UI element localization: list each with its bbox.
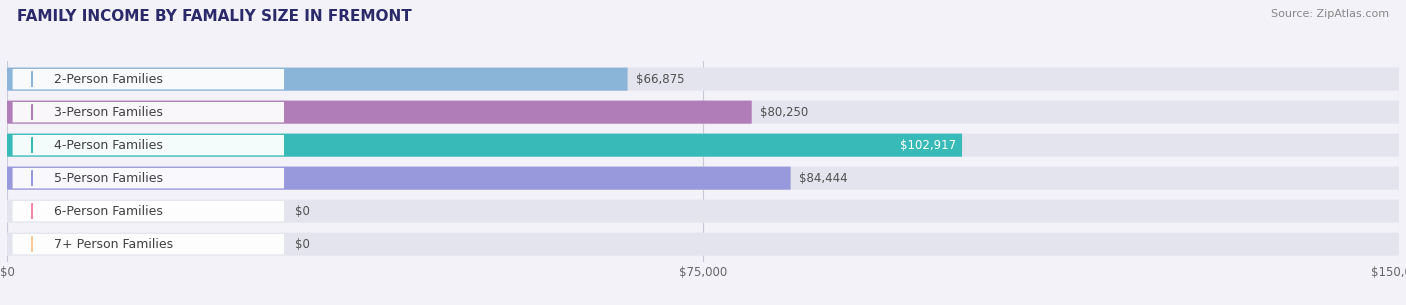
FancyBboxPatch shape	[13, 234, 284, 254]
FancyBboxPatch shape	[7, 68, 627, 91]
Text: $66,875: $66,875	[636, 73, 685, 86]
Text: 6-Person Families: 6-Person Families	[55, 205, 163, 218]
FancyBboxPatch shape	[7, 167, 790, 190]
Text: $84,444: $84,444	[799, 172, 848, 185]
Text: $102,917: $102,917	[900, 139, 956, 152]
Text: 2-Person Families: 2-Person Families	[55, 73, 163, 86]
Text: 7+ Person Families: 7+ Person Families	[55, 238, 173, 251]
FancyBboxPatch shape	[7, 101, 1399, 124]
FancyBboxPatch shape	[7, 167, 1399, 190]
FancyBboxPatch shape	[7, 233, 1399, 256]
FancyBboxPatch shape	[13, 201, 284, 221]
FancyBboxPatch shape	[13, 69, 284, 89]
Text: Source: ZipAtlas.com: Source: ZipAtlas.com	[1271, 9, 1389, 19]
Text: FAMILY INCOME BY FAMALIY SIZE IN FREMONT: FAMILY INCOME BY FAMALIY SIZE IN FREMONT	[17, 9, 412, 24]
FancyBboxPatch shape	[7, 199, 1399, 223]
FancyBboxPatch shape	[13, 102, 284, 122]
Text: $0: $0	[295, 238, 311, 251]
FancyBboxPatch shape	[7, 134, 1399, 157]
Text: 3-Person Families: 3-Person Families	[55, 106, 163, 119]
Text: $80,250: $80,250	[761, 106, 808, 119]
FancyBboxPatch shape	[13, 168, 284, 188]
FancyBboxPatch shape	[13, 135, 284, 155]
FancyBboxPatch shape	[7, 101, 752, 124]
FancyBboxPatch shape	[7, 134, 962, 157]
Text: 5-Person Families: 5-Person Families	[55, 172, 163, 185]
FancyBboxPatch shape	[7, 68, 1399, 91]
Text: 4-Person Families: 4-Person Families	[55, 139, 163, 152]
Text: $0: $0	[295, 205, 311, 218]
